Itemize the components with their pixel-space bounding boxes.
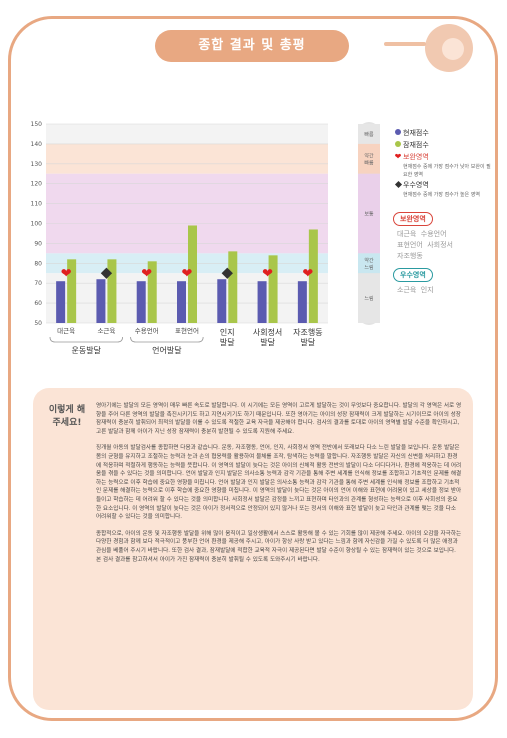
current-score-bar (56, 281, 66, 323)
legend-strength: 우수영역 현재점수 중에 가장 점수가 높은 영역 (393, 180, 493, 198)
y-tick-label: 140 (31, 141, 43, 148)
current-score-bar (136, 281, 146, 323)
band-scale-segment (358, 273, 380, 323)
x-category-label: 표현언어 (175, 326, 199, 335)
legend-support-desc: 현재점수 중에 가장 점수가 낮아 보완이 필요한 영역 (403, 164, 491, 178)
group-label: 인지 (220, 327, 235, 337)
summary-paragraph-1: 영아기에는 발달의 모든 영역이 매우 빠른 속도로 발달합니다. 이 시기에는… (96, 403, 462, 435)
current-score-swatch (395, 129, 401, 135)
y-tick-label: 60 (34, 300, 42, 307)
band-scale-segment (358, 173, 380, 254)
current-score-bar (297, 281, 307, 323)
legend-strength-label: 우수영역 (403, 181, 429, 189)
legend-support: ❤ 보완영역 현재점수 중에 가장 점수가 낮아 보완이 필요한 영역 (393, 152, 493, 179)
page-title: 종합 결과 및 총평 (155, 30, 349, 62)
current-score-bar (257, 281, 267, 323)
development-chart: 빠름약간빠름보통약간느림느림50607080901001101201301401… (31, 121, 380, 355)
potential-score-bar (147, 261, 157, 323)
y-tick-label: 110 (31, 201, 43, 208)
potential-score-bar (308, 229, 318, 323)
legend-strength-desc: 현재점수 중에 가장 점수가 높은 영역 (403, 192, 480, 198)
heart-icon: ❤ (394, 152, 402, 161)
support-area-item: 사회정서 (427, 241, 453, 249)
y-tick-label: 120 (31, 181, 43, 188)
strength-area-item: 인지 (420, 286, 434, 294)
band-label: 빠름 (364, 131, 374, 138)
group-label: 언어발달 (152, 345, 182, 355)
decorative-line (384, 42, 426, 46)
y-tick-label: 100 (31, 221, 43, 228)
y-tick-label: 80 (34, 260, 42, 267)
legend-potential-label: 잠재점수 (403, 141, 429, 149)
current-score-bar (217, 279, 227, 323)
support-area-item: 자조행동 (397, 252, 423, 260)
summary-panel: 이렇게 해 주세요! 영아기에는 발달의 모든 영역이 매우 빠른 속도로 발달… (33, 388, 473, 710)
support-area-item: 수용언어 (420, 230, 447, 238)
band-1 (46, 143, 328, 174)
potential-score-bar (107, 259, 117, 323)
y-tick-label: 70 (34, 280, 42, 287)
group-label: 발달 (300, 337, 315, 347)
y-tick-label: 90 (34, 240, 42, 247)
support-area-item: 표현언어 (397, 241, 423, 249)
band-label: 약간 (364, 152, 374, 159)
heart-marker: ❤ (302, 266, 313, 281)
band-label: 빠름 (364, 159, 374, 166)
potential-score-bar (228, 251, 238, 323)
band-label: 느림 (364, 264, 373, 271)
legend-support-label: 보완영역 (403, 153, 429, 161)
band-2 (46, 173, 328, 254)
x-category-label: 소근육 (97, 327, 115, 335)
heart-marker: ❤ (182, 266, 193, 281)
group-bracket (49, 336, 123, 343)
support-area-item: 대근육 (397, 230, 417, 238)
band-label: 약간 (364, 257, 374, 264)
strength-areas-list: 소근육 인지 (397, 285, 493, 296)
band-scale-segment (358, 143, 380, 174)
group-label: 운동발달 (72, 345, 102, 355)
y-tick-label: 130 (31, 161, 43, 168)
strength-area-item: 소근육 (397, 286, 417, 294)
x-category-label: 대근육 (57, 327, 75, 335)
summary-paragraph-3: 종합적으로, 아이의 운동 및 자조행동 발달을 위해 많이 움직이고 일상생활… (96, 530, 462, 563)
group-label: 사회정서 (253, 327, 282, 337)
x-category-label: 수용언어 (135, 326, 159, 335)
summary-title: 이렇게 해 주세요! (48, 405, 86, 428)
diamond-marker (221, 267, 233, 279)
band-scale-segment (358, 253, 380, 274)
heart-marker: ❤ (61, 266, 72, 281)
y-tick-label: 50 (34, 320, 42, 327)
potential-score-bar (188, 225, 197, 323)
group-bracket (130, 336, 204, 343)
legend-potential: 잠재점수 (393, 140, 493, 150)
legend-current: 현재점수 (393, 128, 493, 138)
potential-score-swatch (395, 141, 401, 147)
summary-paragraph-2: 징개월 아동의 발달검사를 종합하면 다음과 같습니다. 운동, 자조행동, 언… (96, 445, 462, 521)
potential-score-bar (268, 255, 278, 323)
decorative-circle-inner (442, 38, 464, 60)
support-areas-badge: 보완영역 (393, 212, 433, 226)
support-areas-list: 대근육 수용언어 표현언어 사회정서 자조행동 (397, 229, 493, 262)
band-scale-segment (358, 124, 380, 144)
heart-marker: ❤ (141, 266, 152, 281)
group-label: 발달 (220, 337, 235, 347)
group-label: 발달 (260, 337, 275, 347)
potential-score-bar (67, 259, 77, 323)
group-label: 자조행동 (293, 327, 322, 337)
strength-areas-badge: 우수영역 (393, 268, 433, 282)
legend-current-label: 현재점수 (403, 129, 429, 137)
band-label: 보통 (364, 212, 374, 218)
band-4 (46, 273, 328, 323)
diamond-icon (394, 180, 402, 189)
band-0 (46, 124, 328, 144)
summary-body: 영아기에는 발달의 모든 영역이 매우 빠른 속도로 발달합니다. 이 시기에는… (96, 402, 462, 572)
y-tick-label: 150 (31, 121, 43, 128)
band-label: 느림 (364, 295, 373, 302)
current-score-bar (96, 279, 106, 323)
chart-legend: 현재점수 잠재점수 ❤ 보완영역 현재점수 중에 가장 점수가 낮아 보완이 필… (393, 128, 493, 302)
current-score-bar (177, 281, 186, 323)
heart-marker: ❤ (262, 266, 273, 281)
